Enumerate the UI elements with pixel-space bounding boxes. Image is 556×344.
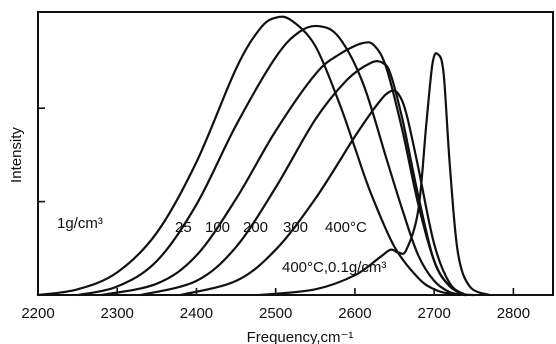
x-tick-label: 2300: [101, 305, 134, 322]
x-tick-label: 2500: [259, 305, 292, 322]
x-tick-label: 2200: [21, 305, 54, 322]
spectrum-line-3: [139, 60, 467, 297]
x-axis-label: Frequency,cm⁻¹: [247, 329, 354, 344]
low-density-label: 400°C,0.1g/cm³: [282, 259, 386, 276]
spectrum-line-2: [100, 41, 467, 297]
temp-label-100: 100: [205, 219, 230, 236]
spectrum-line-0: [36, 15, 475, 297]
spectrum-curves: [36, 15, 491, 297]
x-tick-label: 2600: [338, 305, 371, 322]
y-axis-label: Intensity: [8, 127, 25, 183]
spectrum-line-1: [76, 24, 467, 297]
axis-ticks: 2200 2300 2400 2500 2600 2700 2800: [21, 107, 530, 322]
density-label: 1g/cm³: [57, 215, 103, 232]
x-tick-label: 2700: [417, 305, 450, 322]
temp-label-200: 200: [243, 219, 268, 236]
spectrum-line-5: [258, 52, 491, 297]
spectrum-line-4: [179, 89, 467, 297]
x-tick-label: 2400: [180, 305, 213, 322]
temp-label-25: 25: [175, 219, 192, 236]
temp-label-300: 300: [283, 219, 308, 236]
x-tick-label: 2800: [497, 305, 530, 322]
plot-frame: [37, 11, 554, 296]
temp-label-400: 400°C: [325, 219, 367, 236]
